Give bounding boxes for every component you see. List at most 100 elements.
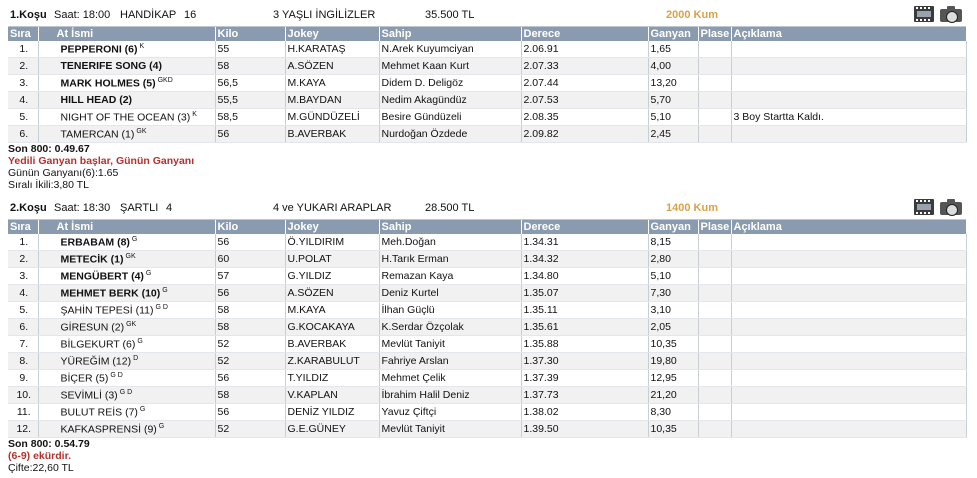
table-row: 10. SEVİMLİ (3) G D 58 V.KAPLAN İbrahim Halil… [8, 386, 967, 404]
cell-sahip: Deniz Kurtel [379, 284, 522, 302]
jockey-link[interactable]: H.KARATAŞ [285, 41, 380, 58]
horse-name-link[interactable]: BULUT REİS (7) G [38, 403, 216, 421]
horse-name-link[interactable]: HILL HEAD (2) [38, 91, 216, 109]
cell-plase [698, 108, 732, 126]
jockey-link[interactable]: G.YILDIZ [285, 267, 380, 285]
cell-ganyan: 3,10 [648, 301, 699, 319]
col-sahip: Sahip [379, 27, 522, 41]
table-row: 2. METECİK (1) GK 60 U.POLAT H.Tarık Erman 1.3… [8, 250, 967, 268]
cell-sahip: Mevlüt Taniyit [379, 335, 522, 353]
cell-ganyan: 10,35 [648, 335, 699, 353]
cell-plase [698, 369, 732, 387]
cell-derece: 1.37.30 [521, 352, 649, 370]
cell-ganyan: 12,95 [648, 369, 699, 387]
table-row: 6. TAMERCAN (1) GK 56 B.AVERBAK Nurdoğan Özde… [8, 125, 967, 143]
table-row: 12. KAFKASPRENSİ (9) G 52 G.E.GÜNEY Mevlüt Ta… [8, 420, 967, 438]
cell-aciklama [731, 352, 967, 370]
cell-aciklama [731, 57, 967, 75]
horse-name-link[interactable]: MEHMET BERK (10) G [38, 284, 216, 302]
cell-kilo: 52 [215, 335, 286, 353]
equipment-code: G [139, 405, 146, 413]
table-row: 11. BULUT REİS (7) G 56 DENİZ YILDIZ Yavuz Çi… [8, 403, 967, 421]
cell-derece: 1.37.73 [521, 386, 649, 404]
cell-plase [698, 335, 732, 353]
jockey-link[interactable]: B.AVERBAK [285, 335, 380, 353]
cell-plase [698, 420, 732, 438]
jockey-link[interactable]: DENİZ YILDIZ [285, 403, 380, 421]
table-header-row: Sıra At İsmi Kilo Jokey Sahip Derece Gan… [8, 220, 967, 234]
horse-name-link[interactable]: ERBABAM (8) G [38, 234, 216, 251]
cell-sahip: Meh.Doğan [379, 234, 522, 251]
table-row: 6. GİRESUN (2) GK 58 G.KOCAKAYA K.Serdar Özço… [8, 318, 967, 336]
table-row: 1. PEPPERONI (6) K 55 H.KARATAŞ N.Arek Kuyumc… [8, 41, 967, 58]
result-line-2: Sıralı İkili:3,80 TL [8, 179, 89, 191]
race-type: ŞARTLI [120, 202, 159, 214]
horse-name-link[interactable]: BİÇER (5) G D [38, 369, 216, 387]
horse-name-link[interactable]: PEPPERONI (6) K [38, 41, 216, 58]
horse-name-link[interactable]: BİLGEKURT (6) G [38, 335, 216, 353]
equipment-code: GK [125, 252, 136, 260]
race-time: Saat: 18:00 [54, 9, 111, 21]
horse-name-link[interactable]: SEVİMLİ (3) G D [38, 386, 216, 404]
jockey-link[interactable]: T.YILDIZ [285, 369, 380, 387]
col-ganyan: Ganyan [648, 27, 699, 41]
col-derece: Derece [521, 27, 649, 41]
jockey-link[interactable]: V.KAPLAN [285, 386, 380, 404]
video-icon[interactable] [914, 199, 934, 215]
son-800: Son 800: 0.49.67 [8, 143, 90, 155]
cell-plase [698, 386, 732, 404]
equipment-code: K [139, 42, 145, 50]
video-icon[interactable] [914, 6, 934, 22]
col-sira: Sıra [8, 27, 39, 41]
horse-name-link[interactable]: GİRESUN (2) GK [38, 318, 216, 336]
cell-aciklama [731, 335, 967, 353]
cell-kilo: 58 [215, 301, 286, 319]
race-prize: 35.500 TL [425, 9, 475, 21]
cell-ganyan: 5,10 [648, 108, 699, 126]
cell-aciklama [731, 234, 967, 251]
horse-name-link[interactable]: MARK HOLMES (5) GKD [38, 74, 216, 92]
jockey-link[interactable]: A.SÖZEN [285, 284, 380, 302]
jockey-link[interactable]: M.KAYA [285, 301, 380, 319]
jockey-link[interactable]: Z.KARABULUT [285, 352, 380, 370]
horse-name-link[interactable]: KAFKASPRENSİ (9) G [38, 420, 216, 438]
horse-name-link[interactable]: METECİK (1) GK [38, 250, 216, 268]
jockey-link[interactable]: Ö.YILDIRIM [285, 234, 380, 251]
table-row: 5. ŞAHİN TEPESİ (11) G D 58 M.KAYA İlhan Güçl… [8, 301, 967, 319]
cell-plase [698, 41, 732, 58]
horse-name-link[interactable]: YÜREĞİM (12) D [38, 352, 216, 370]
cell-plase [698, 352, 732, 370]
race-distance: 2000 Kum [666, 9, 718, 21]
cell-plase [698, 318, 732, 336]
table-row: 2. TENERIFE SONG (4) 58 A.SÖZEN Mehmet Kaan … [8, 57, 967, 75]
jockey-link[interactable]: U.POLAT [285, 250, 380, 268]
horse-name-link[interactable]: ŞAHİN TEPESİ (11) G D [38, 301, 216, 319]
horse-name-link[interactable]: MENGÜBERT (4) G [38, 267, 216, 285]
horse-name-link[interactable]: TAMERCAN (1) GK [38, 125, 216, 143]
jockey-link[interactable]: B.AVERBAK [285, 125, 380, 143]
jockey-link[interactable]: M.BAYDAN [285, 91, 380, 109]
cell-sahip: Besire Gündüzeli [379, 108, 522, 126]
son-800: Son 800: 0.54.79 [8, 438, 90, 450]
horse-name-link[interactable]: NIGHT OF THE OCEAN (3) K [38, 108, 216, 126]
cell-derece: 2.07.53 [521, 91, 649, 109]
camera-icon[interactable] [940, 199, 962, 216]
cell-plase [698, 403, 732, 421]
jockey-link[interactable]: G.E.GÜNEY [285, 420, 380, 438]
cell-kilo: 52 [215, 420, 286, 438]
cell-ganyan: 21,20 [648, 386, 699, 404]
col-ganyan: Ganyan [648, 220, 699, 234]
jockey-link[interactable]: A.SÖZEN [285, 57, 380, 75]
cell-ganyan: 1,65 [648, 41, 699, 58]
horse-name-link[interactable]: TENERIFE SONG (4) [38, 57, 216, 75]
cell-ganyan: 10,35 [648, 420, 699, 438]
cell-sira: 3. [8, 74, 39, 92]
cell-aciklama [731, 369, 967, 387]
cell-aciklama [731, 403, 967, 421]
jockey-link[interactable]: M.GÜNDÜZELİ [285, 108, 380, 126]
jockey-link[interactable]: G.KOCAKAYA [285, 318, 380, 336]
jockey-link[interactable]: M.KAYA [285, 74, 380, 92]
cell-plase [698, 301, 732, 319]
cell-sira: 9. [8, 369, 39, 387]
camera-icon[interactable] [940, 6, 962, 23]
